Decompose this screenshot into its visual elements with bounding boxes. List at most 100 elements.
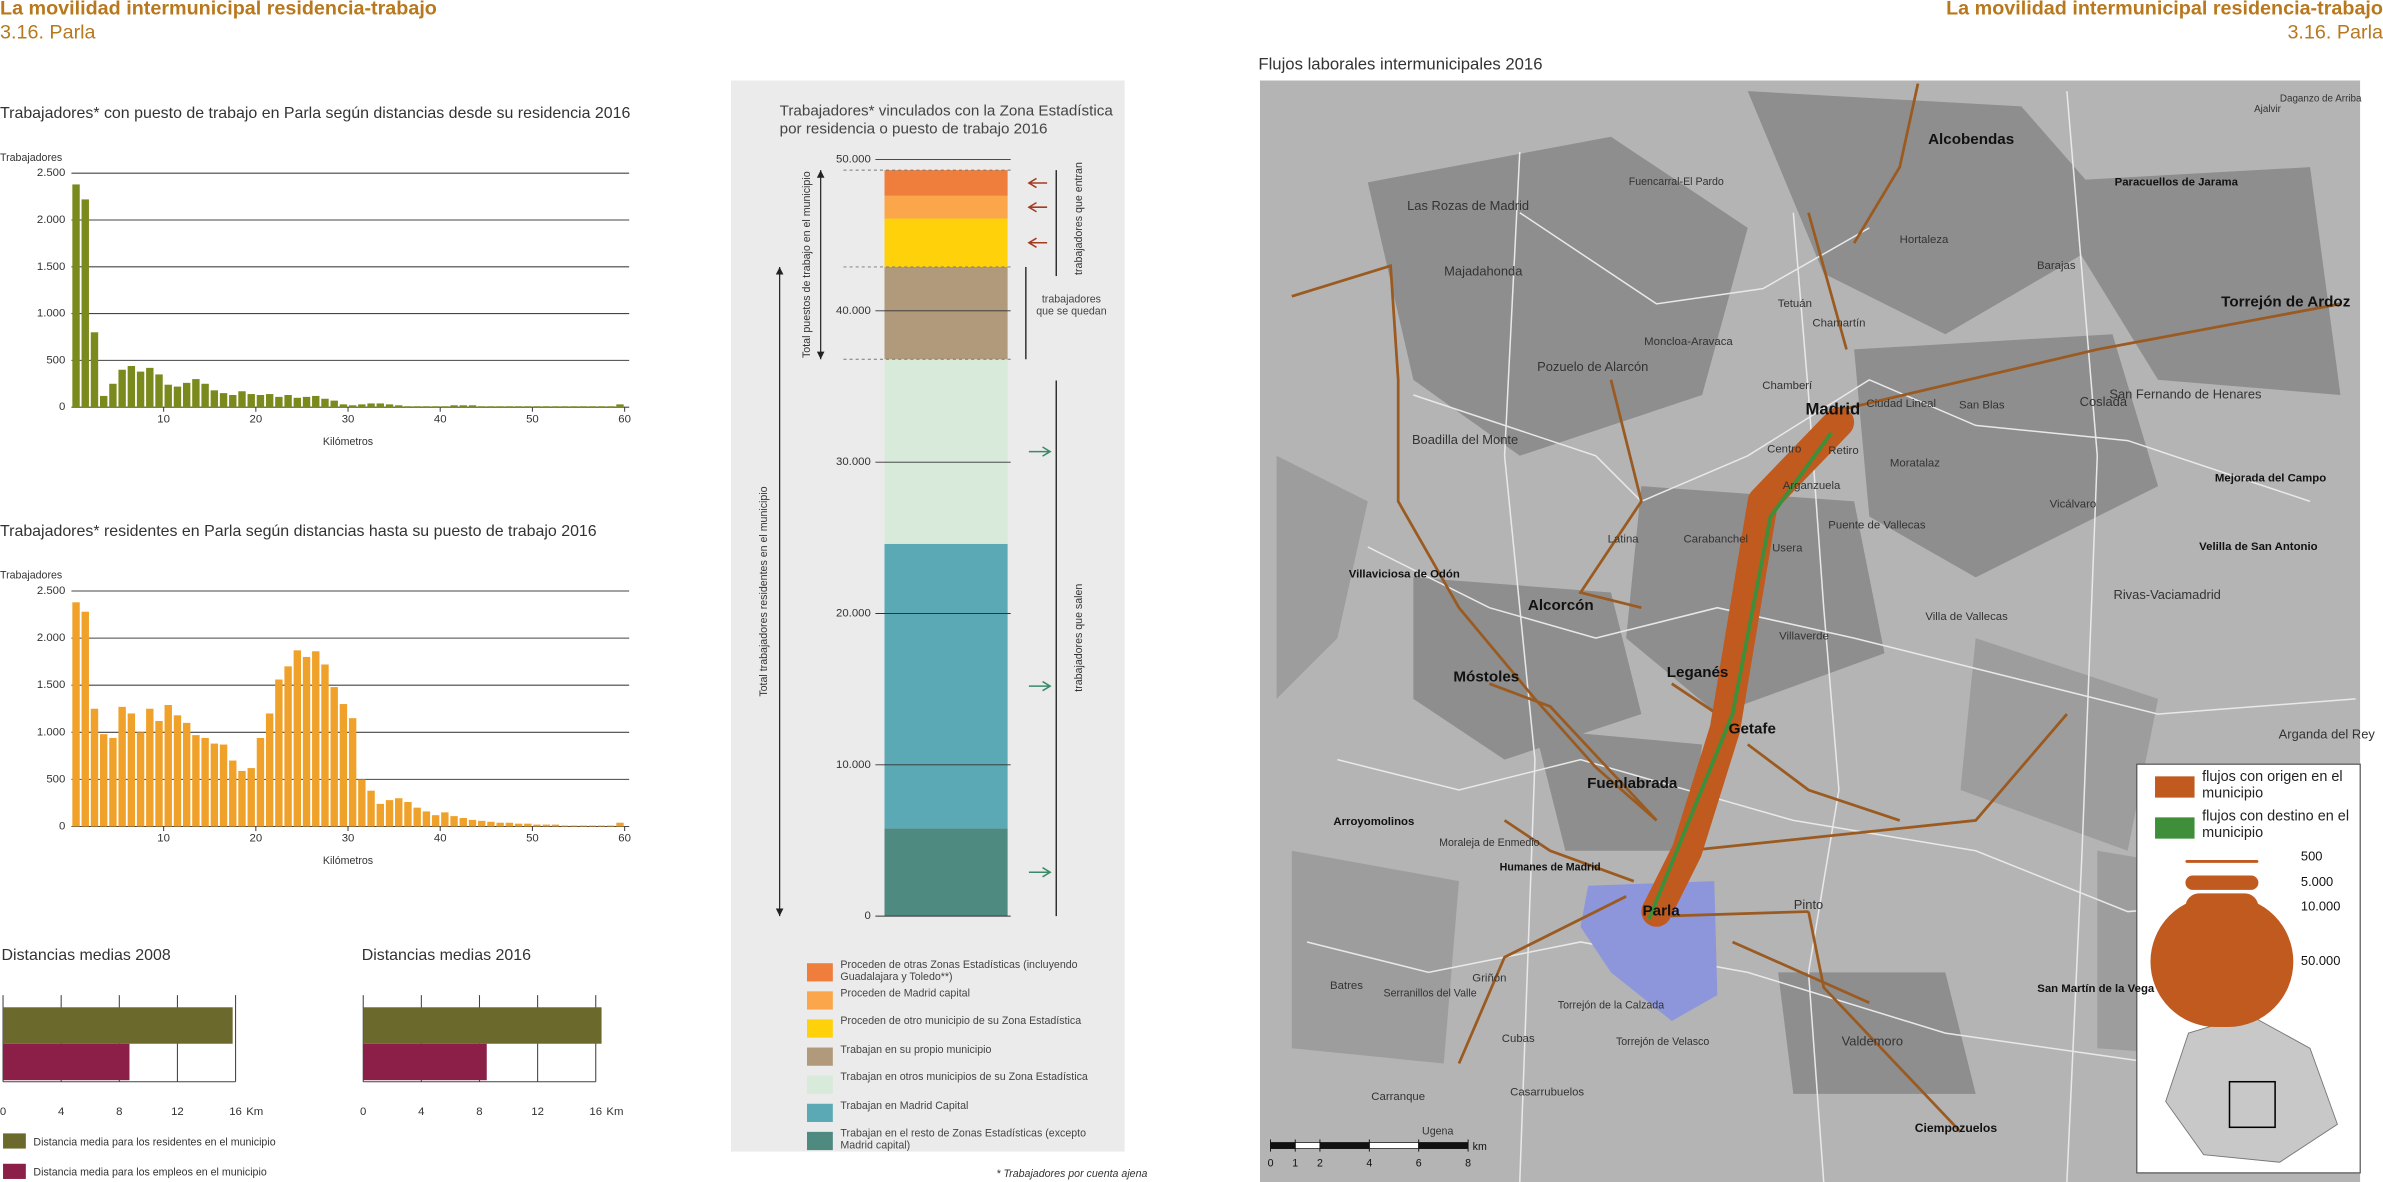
bar	[247, 768, 255, 827]
bar	[192, 735, 200, 827]
bar	[579, 825, 587, 827]
bar	[201, 383, 209, 408]
bar	[284, 666, 292, 827]
place-label: Centro	[1767, 444, 1801, 456]
legend-label: Proceden de otras Zonas Estadísticas (in…	[840, 960, 1078, 984]
bar	[376, 803, 384, 827]
bar	[330, 400, 338, 408]
bar	[524, 823, 532, 827]
bar	[173, 386, 182, 408]
bar	[413, 406, 421, 408]
inset-frame	[2228, 1080, 2276, 1129]
bar-segment	[884, 218, 1008, 267]
map	[1259, 80, 2361, 1182]
x-axis-unit: Km	[246, 1106, 263, 1118]
bar	[109, 383, 117, 408]
place-label: Ugena	[1422, 1126, 1453, 1138]
bar	[450, 405, 458, 408]
out-arrow	[1028, 867, 1052, 878]
legend-swatch	[806, 1075, 833, 1094]
x-tick-label: 12	[531, 1106, 544, 1118]
bar-segment	[884, 266, 1008, 360]
bar	[363, 1043, 487, 1081]
scale-tick	[1418, 1139, 1420, 1152]
y-tick-label: 1.500	[37, 261, 65, 273]
place-label: San Blas	[1959, 400, 2005, 412]
bar	[229, 395, 237, 408]
page-title: La movilidad intermunicipal residencia-t…	[0, 0, 437, 19]
place-label: San Martín de la Vega	[2037, 983, 2155, 995]
out-arrow	[1028, 446, 1052, 457]
bar	[441, 812, 449, 827]
bar	[542, 406, 550, 408]
place-label: Moncloa-Aravaca	[1644, 336, 1733, 348]
bar	[607, 825, 615, 827]
place-label: Puente de Vallecas	[1828, 520, 1926, 532]
y-tick-label: 2.500	[37, 167, 65, 179]
y-tick-label: 30.000	[836, 456, 871, 468]
bar	[100, 395, 108, 408]
bar	[505, 406, 514, 408]
place-label: Ciudad Lineal	[1866, 398, 1936, 410]
bar	[321, 398, 329, 408]
bar	[376, 403, 384, 408]
bar	[588, 825, 597, 827]
page-subtitle: 3.16. Parla	[0, 22, 96, 44]
y-tick-label: 1.500	[37, 679, 65, 691]
legend-swatch	[806, 1047, 833, 1066]
bar	[551, 406, 560, 408]
bar	[339, 704, 348, 827]
size-label: 50.000	[2301, 953, 2340, 968]
bar	[422, 811, 431, 827]
bar	[367, 790, 375, 827]
place-label: Vicálvaro	[2050, 498, 2097, 510]
bar	[348, 405, 357, 408]
place-label: Rivas-Vaciamadrid	[2114, 587, 2221, 602]
x-axis-unit: Km	[606, 1106, 623, 1118]
annotation: Total puestos de trabajo en el municipio	[801, 171, 813, 358]
y-axis-label: Trabajadores	[0, 570, 62, 582]
scale-segment	[1319, 1142, 1370, 1149]
place-label: Carranque	[1371, 1091, 1425, 1103]
bar	[339, 404, 348, 408]
legend-label: Trabajan en el resto de Zonas Estadístic…	[840, 1128, 1087, 1153]
scale-segment	[1418, 1142, 1469, 1149]
x-tick-label: 0	[360, 1106, 366, 1118]
scale-tick	[1368, 1139, 1370, 1152]
bar	[164, 704, 172, 827]
out-arrow	[1028, 680, 1052, 692]
bar	[90, 332, 99, 408]
scale-unit: km	[1473, 1141, 1487, 1153]
place-label: Las Rozas de Madrid	[1407, 198, 1529, 213]
place-label: Daganzo de Arriba	[2280, 93, 2362, 104]
bar	[560, 406, 569, 408]
legend-swatch	[806, 1131, 833, 1151]
legend-swatch	[806, 991, 833, 1010]
bar	[478, 820, 486, 827]
legend-swatch	[2155, 817, 2195, 839]
place-label: Arganzuela	[1783, 480, 1841, 492]
bar	[597, 825, 606, 827]
legend-label: Proceden de Madrid capital	[840, 988, 970, 999]
x-tick-label: 16	[589, 1106, 602, 1118]
place-label: Velilla de San Antonio	[2199, 541, 2317, 553]
x-tick-label: 8	[476, 1106, 482, 1118]
x-axis-label: Kilómetros	[323, 436, 373, 448]
bar	[275, 396, 283, 408]
page-subtitle: 3.16. Parla	[2287, 22, 2383, 44]
footnote: * Trabajadores por cuenta ajena	[996, 1168, 1147, 1180]
bar	[514, 823, 523, 827]
bar	[136, 371, 145, 408]
bar	[367, 403, 375, 408]
bar	[201, 737, 209, 827]
bar	[597, 406, 606, 408]
bar	[238, 391, 246, 408]
bar	[275, 679, 283, 827]
scale-segment	[1294, 1142, 1321, 1149]
place-label: San Fernando de Henares	[2109, 386, 2261, 401]
place-label: Torrejón de Ardoz	[2221, 293, 2351, 310]
scale-label: 0	[1268, 1158, 1274, 1170]
in-arrow	[1027, 237, 1048, 248]
